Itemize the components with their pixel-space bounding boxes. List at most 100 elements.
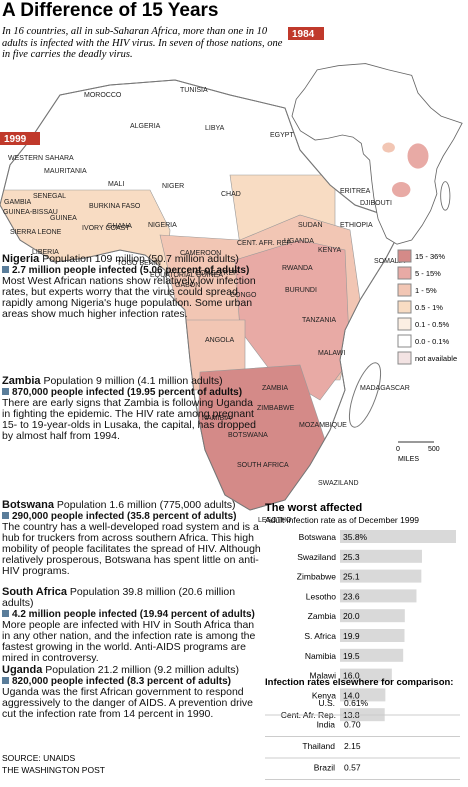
country-label: GAMBIA xyxy=(4,199,32,206)
bar xyxy=(340,589,417,603)
comparison-country: U.S. xyxy=(318,698,335,708)
country-label: BURUNDI xyxy=(285,287,317,294)
comparison-rate: 0.70 xyxy=(344,720,361,730)
legend-swatch xyxy=(397,266,412,280)
infected: 2.7 million people infected (5.06 percen… xyxy=(12,265,250,276)
profile-text: Uganda was the first African government … xyxy=(2,686,253,720)
comparison-country: India xyxy=(317,720,336,730)
main-map xyxy=(0,79,406,511)
category-label: Swaziland xyxy=(297,552,336,562)
country-label: NIGERIA xyxy=(148,222,177,229)
country-label: LIBYA xyxy=(205,125,225,132)
country-label: MAURITANIA xyxy=(44,168,87,175)
population: Population 21.2 million (9.2 million adu… xyxy=(45,664,240,676)
country-label: DJIBOUTI xyxy=(360,200,392,207)
profile-text: More people are infected with HIV in Sou… xyxy=(2,619,256,664)
country-label: SUDAN xyxy=(298,222,323,229)
country-label: LESOTHO xyxy=(258,517,292,524)
infected: 870,000 people infected (19.95 percent o… xyxy=(12,387,243,398)
country-label: SIERRA LEONE xyxy=(10,229,62,236)
population: Population 1.6 million (775,000 adults) xyxy=(56,499,236,511)
country-label: GABON xyxy=(175,282,200,289)
bar xyxy=(340,609,405,623)
country-label: RWANDA xyxy=(282,265,313,272)
country-label: ZAMBIA xyxy=(262,385,288,392)
country-label: IVORY COAST xyxy=(82,225,130,232)
profile-text: Most West African nations show relativel… xyxy=(2,275,256,320)
profile-header: Uganda Population 21.2 million (9.2 mill… xyxy=(2,665,264,676)
country-label: MALAWI xyxy=(318,350,345,357)
country-label: SWAZILAND xyxy=(318,480,359,487)
value-label: 16.0 xyxy=(343,671,360,681)
profile: Zambia Population 9 million (4.1 million… xyxy=(2,376,260,442)
legend-swatch xyxy=(397,317,412,331)
profile-text: The country has a well-developed road sy… xyxy=(2,521,261,577)
chart-title: The worst affected xyxy=(265,502,362,514)
bullet xyxy=(2,677,9,684)
country-label: TANZANIA xyxy=(302,317,336,324)
profile: Nigeria Population 109 million (50.7 mil… xyxy=(2,254,264,320)
comparison-rate: 0.61% xyxy=(344,698,369,708)
scale-unit: MILES xyxy=(398,456,419,463)
legend-label: 0.5 - 1% xyxy=(415,303,443,312)
country-label: NIGER xyxy=(162,183,184,190)
country-label: MADAGASCAR xyxy=(360,385,410,392)
infected-line: 820,000 people infected (8.3 percent of … xyxy=(2,676,264,687)
infected: 820,000 people infected (8.3 percent of … xyxy=(12,676,231,687)
country-label: NAMIBIA xyxy=(202,415,231,422)
bar xyxy=(340,530,456,543)
country-label: GUINEA-BISSAU xyxy=(3,209,58,216)
infected: 4.2 million people infected (19.94 perce… xyxy=(12,609,255,620)
infected-line: 870,000 people infected (19.95 percent o… xyxy=(2,387,260,398)
category-label: Malawi xyxy=(310,671,337,681)
country-label: BOTSWANA xyxy=(228,432,268,439)
profile-header: Botswana Population 1.6 million (775,000… xyxy=(2,500,264,511)
country-label: ANGOLA xyxy=(205,337,235,344)
bar xyxy=(340,688,386,702)
scale-zero: 0 xyxy=(396,446,400,453)
country-label: GHANA xyxy=(107,223,132,230)
profile: Uganda Population 21.2 million (9.2 mill… xyxy=(2,665,264,720)
chart-subtitle: Adult infection rate as of December 1999 xyxy=(265,515,419,525)
legend-label: 1 - 5% xyxy=(415,286,437,295)
legend-swatch xyxy=(397,249,412,263)
inset-map xyxy=(291,63,463,245)
infected: 290,000 people infected (35.8 percent of… xyxy=(12,511,237,522)
country-label: ALGERIA xyxy=(130,123,161,130)
legend-label: 15 - 36% xyxy=(415,252,445,261)
country-label: LIBERIA xyxy=(32,249,59,256)
country-label: UGANDA xyxy=(284,238,314,245)
country-label: CAMEROON xyxy=(180,250,221,257)
country-label: SENEGAL xyxy=(33,193,66,200)
country-label: CENT. AFR. REP. xyxy=(237,240,292,247)
bar xyxy=(340,549,422,563)
bar xyxy=(340,569,422,583)
country-label: CONGO xyxy=(230,292,257,299)
profile-header: South Africa Population 39.8 million (20… xyxy=(2,587,264,609)
legend-swatch xyxy=(397,300,412,314)
legend-swatch xyxy=(397,351,412,365)
bullet xyxy=(2,388,9,395)
value-label: 35.8% xyxy=(343,532,368,542)
country-name: South Africa xyxy=(2,586,67,598)
country-label: SOMALIA xyxy=(374,258,405,265)
country-label: EGYPT xyxy=(270,132,294,139)
bullet xyxy=(2,512,9,519)
country-name: Zambia xyxy=(2,375,41,387)
country-label: WESTERN SAHARA xyxy=(8,155,74,162)
country-label: TOGO BENIN xyxy=(117,260,161,267)
main-year: 1999 xyxy=(4,134,27,145)
profile-header: Zambia Population 9 million (4.1 million… xyxy=(2,376,260,387)
infected-line: 290,000 people infected (35.8 percent of… xyxy=(2,511,264,522)
country-label: GUINEA xyxy=(50,215,77,222)
legend-swatch xyxy=(397,334,412,348)
population: Population 39.8 million (20.6 million ad… xyxy=(2,586,236,609)
category-label: S. Africa xyxy=(304,631,336,641)
value-label: 19.9 xyxy=(343,631,360,641)
category-label: Botswana xyxy=(299,532,337,542)
value-label: 14.0 xyxy=(343,690,360,700)
bar xyxy=(340,648,404,662)
comparison-country: Brazil xyxy=(314,763,335,773)
infected-line: 2.7 million people infected (5.06 percen… xyxy=(2,265,264,276)
legend-swatch xyxy=(397,283,412,297)
